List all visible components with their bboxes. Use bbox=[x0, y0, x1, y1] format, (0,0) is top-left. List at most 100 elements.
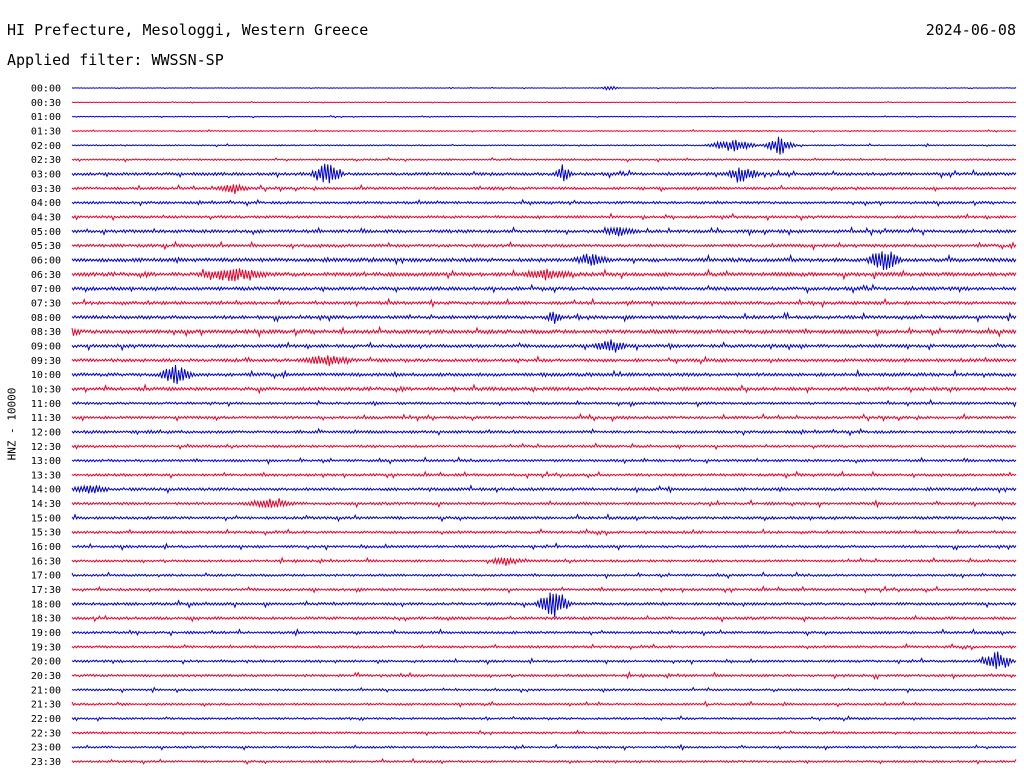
trace-row-07-00 bbox=[71, 283, 1017, 295]
row-label-11-30: 11:30 bbox=[31, 413, 61, 424]
row-label-08-30: 08:30 bbox=[31, 327, 61, 338]
row-label-18-00: 18:00 bbox=[31, 599, 61, 610]
row-label-19-30: 19:30 bbox=[31, 642, 61, 653]
row-label-03-00: 03:00 bbox=[31, 169, 61, 180]
row-label-04-30: 04:30 bbox=[31, 212, 61, 223]
row-label-02-30: 02:30 bbox=[31, 155, 61, 166]
trace-row-22-00 bbox=[71, 715, 1017, 722]
trace-row-09-30 bbox=[71, 355, 1017, 367]
trace-row-23-30 bbox=[71, 757, 1017, 765]
row-label-00-30: 00:30 bbox=[31, 98, 61, 109]
date-label: 2024-06-08 bbox=[925, 21, 1016, 39]
trace-row-06-30 bbox=[71, 268, 1017, 282]
trace-row-13-30 bbox=[71, 470, 1017, 480]
row-label-18-30: 18:30 bbox=[31, 614, 61, 625]
trace-row-16-00 bbox=[71, 542, 1017, 551]
trace-row-01-00 bbox=[71, 115, 1017, 119]
seismic-traces bbox=[71, 85, 1017, 765]
trace-row-13-00 bbox=[71, 456, 1017, 466]
trace-row-02-30 bbox=[71, 156, 1017, 163]
row-label-09-00: 09:00 bbox=[31, 341, 61, 352]
trace-row-17-00 bbox=[71, 571, 1017, 580]
row-label-01-30: 01:30 bbox=[31, 126, 61, 137]
row-label-17-30: 17:30 bbox=[31, 585, 61, 596]
trace-row-06-00 bbox=[71, 251, 1017, 271]
trace-row-23-00 bbox=[71, 743, 1017, 751]
trace-row-11-30 bbox=[71, 412, 1017, 423]
row-label-20-00: 20:00 bbox=[31, 657, 61, 668]
row-label-20-30: 20:30 bbox=[31, 671, 61, 682]
trace-row-19-30 bbox=[71, 642, 1017, 651]
trace-row-04-30 bbox=[71, 212, 1017, 222]
row-label-22-00: 22:00 bbox=[31, 714, 61, 725]
trace-row-18-00 bbox=[71, 592, 1017, 618]
trace-row-04-00 bbox=[71, 198, 1017, 207]
trace-row-14-30 bbox=[71, 498, 1017, 509]
trace-row-12-00 bbox=[71, 427, 1017, 437]
trace-row-05-30 bbox=[71, 240, 1017, 251]
trace-row-00-30 bbox=[71, 100, 1017, 104]
row-label-08-00: 08:00 bbox=[31, 313, 61, 324]
trace-row-11-00 bbox=[71, 398, 1017, 408]
row-label-07-30: 07:30 bbox=[31, 298, 61, 309]
row-label-23-30: 23:30 bbox=[31, 757, 61, 768]
trace-row-12-30 bbox=[71, 442, 1017, 451]
trace-row-03-00 bbox=[71, 163, 1017, 184]
row-label-11-00: 11:00 bbox=[31, 399, 61, 410]
trace-row-21-30 bbox=[71, 700, 1017, 708]
trace-row-08-30 bbox=[71, 325, 1017, 339]
row-label-04-00: 04:00 bbox=[31, 198, 61, 209]
row-label-13-00: 13:00 bbox=[31, 456, 61, 467]
trace-row-16-30 bbox=[71, 556, 1017, 566]
row-label-13-30: 13:30 bbox=[31, 470, 61, 481]
trace-row-22-30 bbox=[71, 729, 1017, 737]
row-label-17-00: 17:00 bbox=[31, 571, 61, 582]
trace-row-20-00 bbox=[71, 651, 1017, 670]
station-title: HI Prefecture, Mesologgi, Western Greece bbox=[7, 21, 369, 39]
trace-row-07-30 bbox=[71, 297, 1017, 309]
row-label-22-30: 22:30 bbox=[31, 728, 61, 739]
row-label-09-30: 09:30 bbox=[31, 356, 61, 367]
trace-row-10-00 bbox=[71, 365, 1017, 385]
row-label-06-00: 06:00 bbox=[31, 255, 61, 266]
trace-row-03-30 bbox=[71, 183, 1017, 194]
row-label-06-30: 06:30 bbox=[31, 270, 61, 281]
row-tick-labels: 00:00 00:30 01:00 01:30 02:00 02:30 03:00 03:30… bbox=[31, 84, 61, 769]
row-label-16-00: 16:00 bbox=[31, 542, 61, 553]
row-label-03-30: 03:30 bbox=[31, 184, 61, 195]
row-label-23-00: 23:00 bbox=[31, 743, 61, 754]
trace-row-08-00 bbox=[71, 311, 1017, 324]
trace-row-20-30 bbox=[71, 670, 1017, 680]
row-label-01-00: 01:00 bbox=[31, 112, 61, 123]
trace-row-02-00 bbox=[71, 136, 1017, 155]
row-label-15-30: 15:30 bbox=[31, 528, 61, 539]
row-label-10-00: 10:00 bbox=[31, 370, 61, 381]
trace-row-18-30 bbox=[71, 614, 1017, 623]
trace-row-10-30 bbox=[71, 383, 1017, 395]
row-label-05-30: 05:30 bbox=[31, 241, 61, 252]
row-label-16-30: 16:30 bbox=[31, 556, 61, 567]
trace-row-05-00 bbox=[71, 225, 1017, 237]
row-label-15-00: 15:00 bbox=[31, 513, 61, 524]
trace-row-15-30 bbox=[71, 527, 1017, 537]
row-label-10-30: 10:30 bbox=[31, 384, 61, 395]
trace-row-14-00 bbox=[71, 484, 1017, 495]
trace-row-21-00 bbox=[71, 686, 1017, 694]
row-label-02-00: 02:00 bbox=[31, 141, 61, 152]
row-label-19-00: 19:00 bbox=[31, 628, 61, 639]
row-label-07-00: 07:00 bbox=[31, 284, 61, 295]
row-label-21-00: 21:00 bbox=[31, 685, 61, 696]
trace-row-17-30 bbox=[71, 585, 1017, 594]
row-label-12-00: 12:00 bbox=[31, 427, 61, 438]
row-label-05-00: 05:00 bbox=[31, 227, 61, 238]
row-label-12-30: 12:30 bbox=[31, 442, 61, 453]
trace-row-19-00 bbox=[71, 628, 1017, 637]
row-label-00-00: 00:00 bbox=[31, 84, 61, 95]
row-label-14-30: 14:30 bbox=[31, 499, 61, 510]
row-label-14-00: 14:00 bbox=[31, 485, 61, 496]
row-label-21-30: 21:30 bbox=[31, 700, 61, 711]
trace-row-01-30 bbox=[71, 128, 1017, 133]
trace-row-09-00 bbox=[71, 339, 1017, 353]
filter-label: Applied filter: WWSSN-SP bbox=[7, 51, 224, 69]
